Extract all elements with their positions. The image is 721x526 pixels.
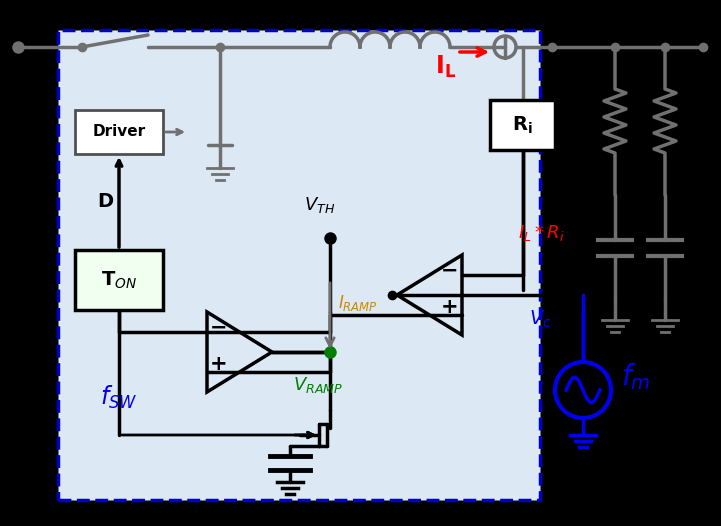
Text: $f_{SW}$: $f_{SW}$ [100, 384, 138, 411]
Text: R$_{\mathbf{i}}$: R$_{\mathbf{i}}$ [512, 114, 533, 136]
Text: $\mathbf{I_L}$: $\mathbf{I_L}$ [435, 54, 456, 80]
Bar [490, 100, 555, 150]
Text: $V_{TH}$: $V_{TH}$ [304, 195, 335, 215]
Text: D: D [97, 192, 113, 211]
Text: $I_{RAMP}$: $I_{RAMP}$ [338, 293, 378, 313]
Text: +: + [441, 297, 459, 317]
Text: $I_L*R_i$: $I_L*R_i$ [518, 223, 565, 243]
Text: Driver: Driver [92, 125, 146, 139]
Text: −: − [441, 261, 459, 281]
Text: T$_{ON}$: T$_{ON}$ [101, 269, 137, 291]
Text: $V_c$: $V_c$ [528, 309, 552, 330]
Text: −: − [211, 318, 228, 338]
Text: $f_m$: $f_m$ [621, 361, 650, 392]
Bar [75, 110, 163, 154]
Text: +: + [211, 354, 228, 374]
Bar [58, 30, 540, 500]
Text: $V_{RAMP}$: $V_{RAMP}$ [293, 375, 343, 395]
Bar [75, 250, 163, 310]
